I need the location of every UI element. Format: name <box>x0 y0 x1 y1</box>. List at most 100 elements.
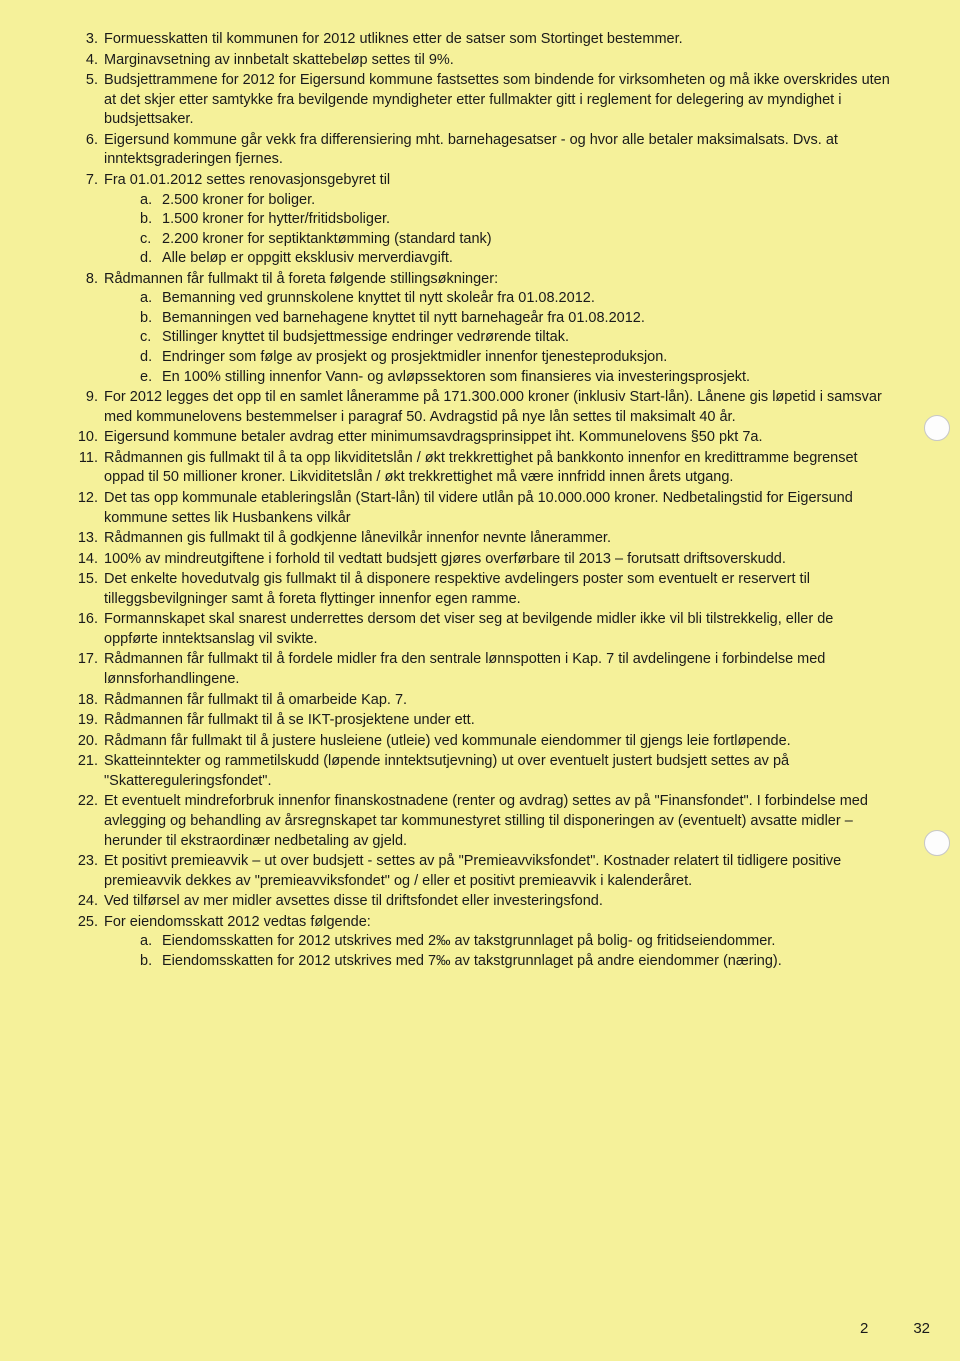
sub-item-letter: b. <box>140 952 162 972</box>
item-body: Fra 01.01.2012 settes renovasjonsgebyret… <box>104 171 890 269</box>
item-body: Rådmann får fullmakt til å justere husle… <box>104 732 890 752</box>
list-item: 11.Rådmannen gis fullmakt til å ta opp l… <box>70 449 890 488</box>
item-body: For 2012 legges det opp til en samlet lå… <box>104 388 890 427</box>
sub-list-item: a.Bemanning ved grunnskolene knyttet til… <box>104 289 890 309</box>
list-item: 22.Et eventuelt mindreforbruk innenfor f… <box>70 792 890 851</box>
sub-item-letter: a. <box>140 289 162 309</box>
sub-item-text: Bemanning ved grunnskolene knyttet til n… <box>162 289 890 309</box>
sub-item-text: En 100% stilling innenfor Vann- og avløp… <box>162 368 890 388</box>
list-item: 16.Formannskapet skal snarest underrette… <box>70 610 890 649</box>
list-item: 10.Eigersund kommune betaler avdrag ette… <box>70 428 890 448</box>
item-number: 15. <box>70 570 104 609</box>
item-text: Rådmannen gis fullmakt til å ta opp likv… <box>104 450 858 486</box>
document-page: 3.Formuesskatten til kommunen for 2012 u… <box>0 0 960 1361</box>
item-text: Rådmann får fullmakt til å justere husle… <box>104 733 791 749</box>
item-text: Rådmannen får fullmakt til å fordele mid… <box>104 651 825 687</box>
item-text: Et positivt premieavvik – ut over budsje… <box>104 853 841 889</box>
list-item: 8.Rådmannen får fullmakt til å foreta fø… <box>70 270 890 387</box>
item-text: Marginavsetning av innbetalt skattebeløp… <box>104 52 454 68</box>
list-item: 23.Et positivt premieavvik – ut over bud… <box>70 852 890 891</box>
item-text: Rådmannen gis fullmakt til å godkjenne l… <box>104 530 611 546</box>
item-body: 100% av mindreutgiftene i forhold til ve… <box>104 550 890 570</box>
list-item: 25.For eiendomsskatt 2012 vedtas følgend… <box>70 913 890 972</box>
sub-list: a.Eiendomsskatten for 2012 utskrives med… <box>104 932 890 971</box>
sub-list-item: e.En 100% stilling innenfor Vann- og avl… <box>104 368 890 388</box>
item-number: 22. <box>70 792 104 851</box>
item-number: 21. <box>70 752 104 791</box>
list-item: 20.Rådmann får fullmakt til å justere hu… <box>70 732 890 752</box>
item-body: Skatteinntekter og rammetilskudd (løpend… <box>104 752 890 791</box>
sub-list: a.Bemanning ved grunnskolene knyttet til… <box>104 289 890 387</box>
sub-item-text: Eiendomsskatten for 2012 utskrives med 2… <box>162 932 890 952</box>
item-text: Formuesskatten til kommunen for 2012 utl… <box>104 31 683 47</box>
sub-list-item: d.Alle beløp er oppgitt eksklusiv merver… <box>104 249 890 269</box>
sub-item-text: Stillinger knyttet til budsjettmessige e… <box>162 328 890 348</box>
sub-list-item: c.2.200 kroner for septiktanktømming (st… <box>104 230 890 250</box>
item-text: Eigersund kommune går vekk fra differens… <box>104 132 838 168</box>
item-body: Rådmannen får fullmakt til å foreta følg… <box>104 270 890 387</box>
sub-item-letter: b. <box>140 210 162 230</box>
sub-item-text: 2.200 kroner for septiktanktømming (stan… <box>162 230 890 250</box>
sub-list-item: b.Bemanningen ved barnehagene knyttet ti… <box>104 309 890 329</box>
item-text: Rådmannen får fullmakt til å se IKT-pros… <box>104 712 475 728</box>
item-number: 13. <box>70 529 104 549</box>
item-number: 19. <box>70 711 104 731</box>
item-body: Det enkelte hovedutvalg gis fullmakt til… <box>104 570 890 609</box>
item-body: Rådmannen får fullmakt til å se IKT-pros… <box>104 711 890 731</box>
sub-list-item: b.1.500 kroner for hytter/fritidsboliger… <box>104 210 890 230</box>
list-item: 6.Eigersund kommune går vekk fra differe… <box>70 131 890 170</box>
sub-item-text: Bemanningen ved barnehagene knyttet til … <box>162 309 890 329</box>
item-text: Eigersund kommune betaler avdrag etter m… <box>104 429 762 445</box>
item-body: Rådmannen får fullmakt til å fordele mid… <box>104 650 890 689</box>
item-body: For eiendomsskatt 2012 vedtas følgende:a… <box>104 913 890 972</box>
item-body: Budsjettrammene for 2012 for Eigersund k… <box>104 71 890 130</box>
sub-list-item: a.2.500 kroner for boliger. <box>104 191 890 211</box>
list-item: 12.Det tas opp kommunale etableringslån … <box>70 489 890 528</box>
list-item: 13.Rådmannen gis fullmakt til å godkjenn… <box>70 529 890 549</box>
item-number: 12. <box>70 489 104 528</box>
item-body: Formuesskatten til kommunen for 2012 utl… <box>104 30 890 50</box>
item-number: 18. <box>70 691 104 711</box>
item-number: 8. <box>70 270 104 387</box>
page-footer: 2 32 <box>860 1319 930 1339</box>
sub-list-item: b.Eiendomsskatten for 2012 utskrives med… <box>104 952 890 972</box>
sub-item-text: 1.500 kroner for hytter/fritidsboliger. <box>162 210 890 230</box>
list-item: 15.Det enkelte hovedutvalg gis fullmakt … <box>70 570 890 609</box>
page-number-outer: 32 <box>913 1319 930 1339</box>
item-text: Budsjettrammene for 2012 for Eigersund k… <box>104 72 890 127</box>
item-number: 25. <box>70 913 104 972</box>
sub-list-item: d.Endringer som følge av prosjekt og pro… <box>104 348 890 368</box>
item-text: Rådmannen får fullmakt til å foreta følg… <box>104 271 498 287</box>
punch-hole <box>924 415 950 441</box>
item-body: Et positivt premieavvik – ut over budsje… <box>104 852 890 891</box>
item-text: Formannskapet skal snarest underrettes d… <box>104 611 833 647</box>
item-body: Eigersund kommune går vekk fra differens… <box>104 131 890 170</box>
item-text: Det tas opp kommunale etableringslån (St… <box>104 490 853 526</box>
item-number: 23. <box>70 852 104 891</box>
item-number: 6. <box>70 131 104 170</box>
list-item: 14.100% av mindreutgiftene i forhold til… <box>70 550 890 570</box>
item-number: 14. <box>70 550 104 570</box>
page-number-inner: 2 <box>860 1319 868 1339</box>
sub-item-text: Endringer som følge av prosjekt og prosj… <box>162 348 890 368</box>
sub-item-letter: d. <box>140 249 162 269</box>
item-number: 11. <box>70 449 104 488</box>
sub-item-letter: c. <box>140 230 162 250</box>
list-item: 9.For 2012 legges det opp til en samlet … <box>70 388 890 427</box>
item-body: Ved tilførsel av mer midler avsettes dis… <box>104 892 890 912</box>
item-body: Rådmannen gis fullmakt til å ta opp likv… <box>104 449 890 488</box>
item-number: 5. <box>70 71 104 130</box>
item-text: Skatteinntekter og rammetilskudd (løpend… <box>104 753 789 789</box>
sub-item-letter: b. <box>140 309 162 329</box>
list-item: 4.Marginavsetning av innbetalt skattebel… <box>70 51 890 71</box>
list-item: 19.Rådmannen får fullmakt til å se IKT-p… <box>70 711 890 731</box>
item-text: 100% av mindreutgiftene i forhold til ve… <box>104 551 786 567</box>
sub-list-item: c.Stillinger knyttet til budsjettmessige… <box>104 328 890 348</box>
item-number: 7. <box>70 171 104 269</box>
item-text: Det enkelte hovedutvalg gis fullmakt til… <box>104 571 810 607</box>
item-number: 9. <box>70 388 104 427</box>
list-item: 3.Formuesskatten til kommunen for 2012 u… <box>70 30 890 50</box>
sub-list-item: a.Eiendomsskatten for 2012 utskrives med… <box>104 932 890 952</box>
list-item: 7.Fra 01.01.2012 settes renovasjonsgebyr… <box>70 171 890 269</box>
sub-item-text: 2.500 kroner for boliger. <box>162 191 890 211</box>
